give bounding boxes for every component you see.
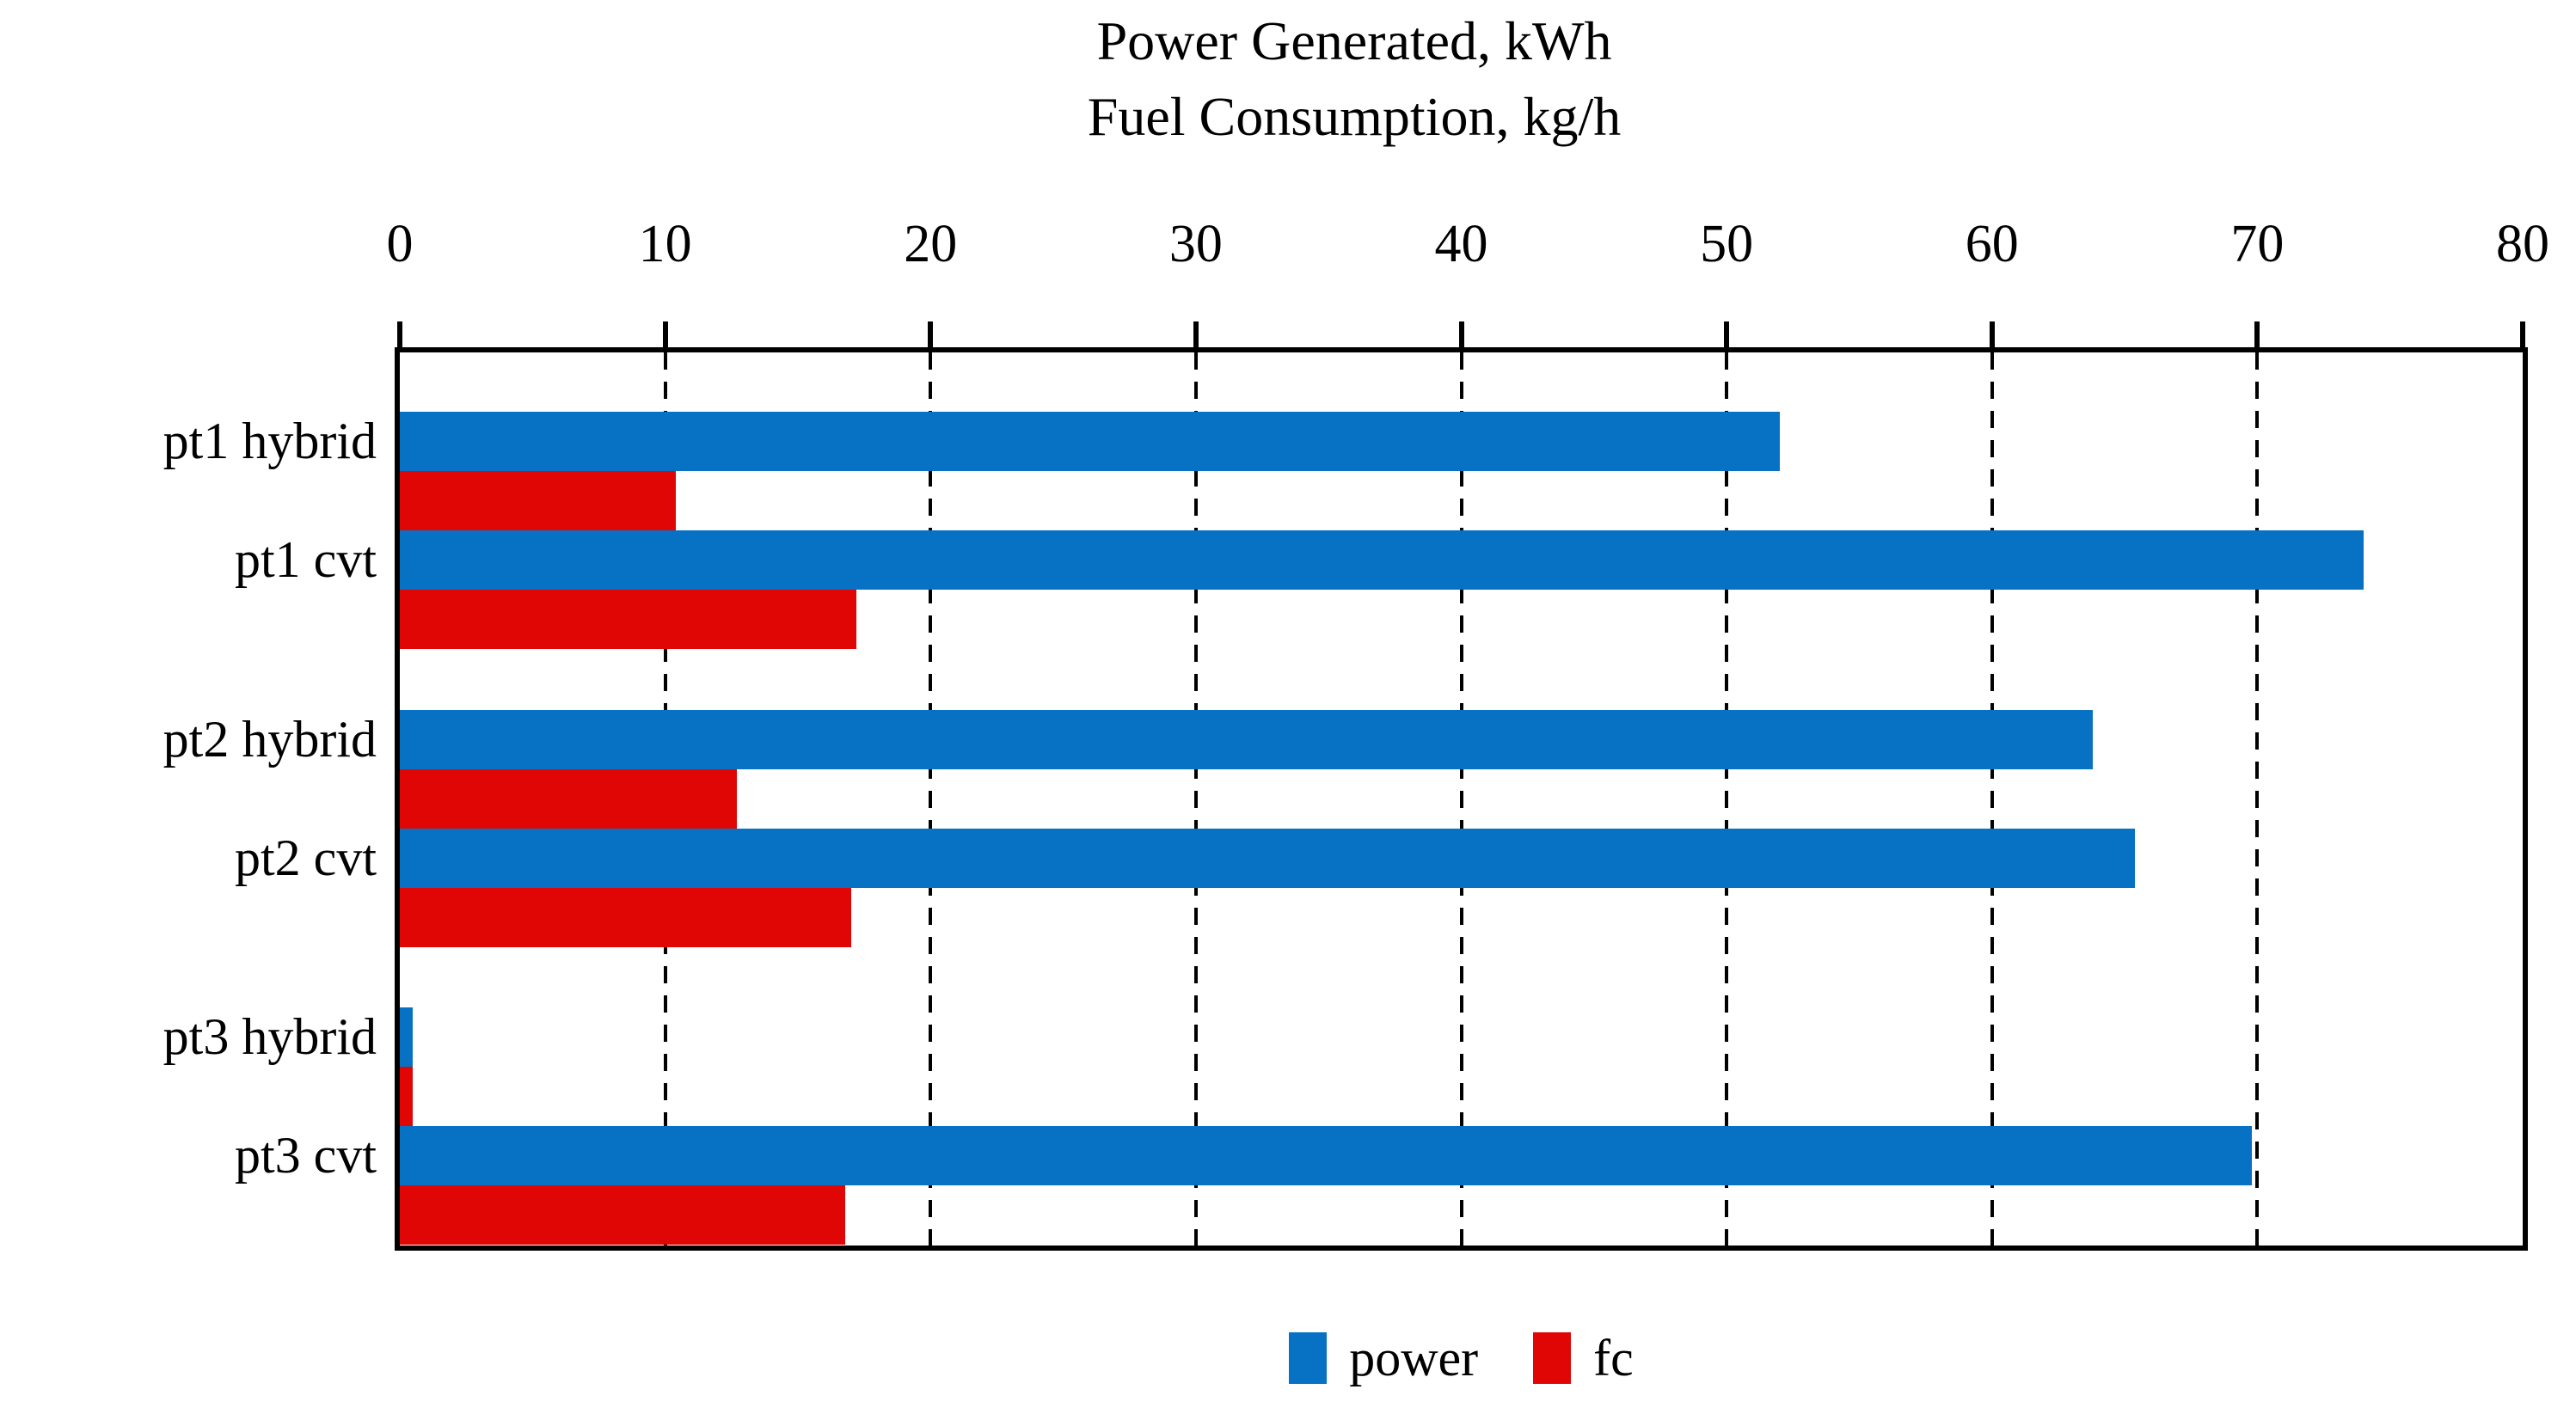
bar-fc-pt2-hybrid bbox=[400, 769, 737, 829]
category-label-pt3-hybrid: pt3 hybrid bbox=[163, 1008, 377, 1065]
x-tick-label-70: 70 bbox=[2230, 215, 2285, 273]
gridline-60 bbox=[1990, 352, 1994, 1246]
gridline-40 bbox=[1459, 352, 1463, 1246]
x-tick-mark-80 bbox=[2520, 321, 2525, 352]
bar-power-pt1-hybrid bbox=[400, 412, 1780, 471]
bar-power-pt2-cvt bbox=[400, 829, 2136, 888]
x-tick-label-60: 60 bbox=[1965, 215, 2019, 273]
x-tick-mark-20 bbox=[928, 321, 934, 352]
legend-label-fc: fc bbox=[1593, 1330, 1634, 1386]
bar-fc-pt2-cvt bbox=[400, 888, 851, 947]
bar-fc-pt1-cvt bbox=[400, 590, 856, 649]
plot-area bbox=[395, 347, 2528, 1251]
chart-title: Power Generated, kWh Fuel Consumption, k… bbox=[133, 3, 2575, 155]
category-label-pt2-cvt: pt2 cvt bbox=[235, 829, 377, 886]
gridline-20 bbox=[929, 352, 933, 1246]
x-tick-mark-0 bbox=[397, 321, 402, 352]
bar-fc-pt3-hybrid bbox=[400, 1067, 414, 1126]
category-label-pt3-cvt: pt3 cvt bbox=[235, 1127, 377, 1184]
legend-item-fc: fc bbox=[1533, 1331, 1634, 1386]
x-tick-label-0: 0 bbox=[386, 215, 414, 273]
x-tick-label-30: 30 bbox=[1168, 215, 1223, 273]
x-tick-mark-50 bbox=[1724, 321, 1730, 352]
x-tick-label-10: 10 bbox=[638, 215, 692, 273]
x-tick-label-80: 80 bbox=[2496, 215, 2549, 273]
bar-fc-pt3-cvt bbox=[400, 1185, 846, 1245]
x-tick-label-40: 40 bbox=[1434, 215, 1488, 273]
gridline-50 bbox=[1725, 352, 1729, 1246]
gridline-70 bbox=[2255, 352, 2260, 1246]
x-tick-mark-60 bbox=[1989, 321, 1995, 352]
bar-power-pt1-cvt bbox=[400, 530, 2364, 590]
gridline-30 bbox=[1193, 352, 1198, 1246]
x-tick-label-50: 50 bbox=[1700, 215, 1754, 273]
chart-legend: power fc bbox=[400, 1331, 2523, 1386]
category-label-pt2-hybrid: pt2 hybrid bbox=[163, 711, 377, 768]
bar-power-pt3-hybrid bbox=[400, 1007, 414, 1067]
bar-fc-pt1-hybrid bbox=[400, 471, 676, 530]
category-label-pt1-cvt: pt1 cvt bbox=[235, 531, 377, 588]
bar-power-pt2-hybrid bbox=[400, 710, 2094, 769]
bar-power-pt3-cvt bbox=[400, 1126, 2253, 1185]
x-tick-mark-70 bbox=[2254, 321, 2260, 352]
legend-swatch-power bbox=[1289, 1332, 1328, 1384]
x-tick-mark-10 bbox=[662, 321, 668, 352]
legend-item-power: power bbox=[1289, 1331, 1478, 1386]
legend-label-power: power bbox=[1349, 1330, 1479, 1386]
legend-swatch-fc bbox=[1533, 1332, 1572, 1384]
x-tick-label-20: 20 bbox=[904, 215, 958, 273]
chart-title-line-2: Fuel Consumption, kg/h bbox=[1087, 86, 1622, 147]
category-label-pt1-hybrid: pt1 hybrid bbox=[163, 413, 377, 469]
x-tick-mark-30 bbox=[1193, 321, 1199, 352]
x-tick-mark-40 bbox=[1458, 321, 1464, 352]
chart-title-line-1: Power Generated, kWh bbox=[1096, 10, 1612, 71]
